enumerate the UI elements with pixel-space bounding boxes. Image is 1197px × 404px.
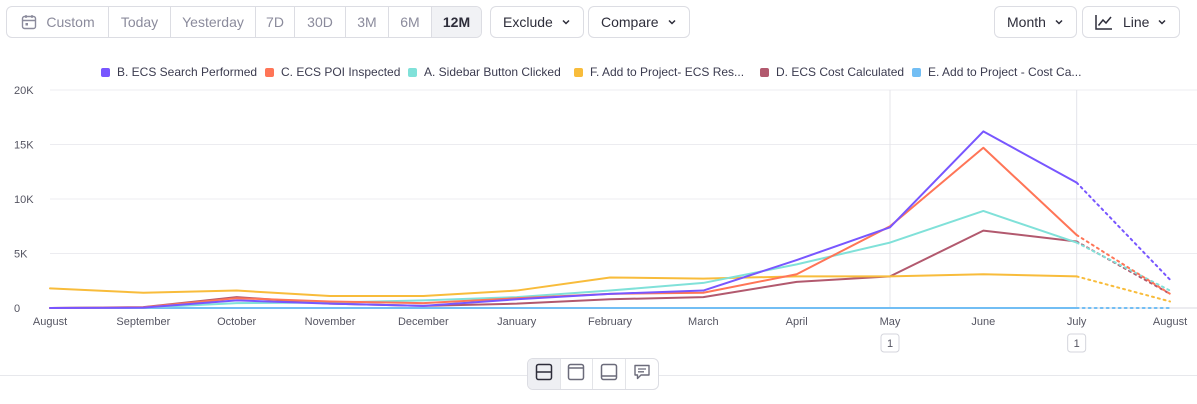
x-tick-label: September	[116, 316, 170, 328]
date-range-label: 12M	[442, 14, 471, 30]
x-tick-label: April	[786, 316, 808, 328]
series-line-incomplete	[1075, 275, 1171, 303]
y-tick-label: 15K	[14, 140, 34, 152]
date-range-yesterday[interactable]: Yesterday	[171, 7, 256, 37]
chart-type-dropdown[interactable]: Line	[1082, 6, 1181, 38]
legend-label: D. ECS Cost Calculated	[776, 65, 905, 79]
series-line	[49, 130, 1078, 309]
y-tick-label: 0	[14, 303, 20, 315]
x-tick-label: November	[305, 316, 356, 328]
annotation-badge-label: 1	[1074, 338, 1080, 350]
x-tick-label: March	[688, 316, 719, 328]
legend-item[interactable]: C. ECS POI Inspected	[265, 64, 400, 80]
x-tick-label: December	[398, 316, 449, 328]
exclude-button[interactable]: Exclude	[490, 6, 584, 38]
compare-label: Compare	[601, 14, 659, 30]
date-range-label: 7D	[266, 14, 284, 30]
legend-item[interactable]: D. ECS Cost Calculated	[760, 64, 904, 80]
x-tick-label: August	[1153, 316, 1187, 328]
y-tick-label: 10K	[14, 194, 34, 206]
legend-item[interactable]: F. Add to Project- ECS Res...	[574, 64, 744, 80]
legend-swatch	[101, 67, 110, 77]
legend-swatch	[760, 67, 769, 77]
exclude-label: Exclude	[503, 14, 553, 30]
date-range-custom[interactable]: Custom	[7, 7, 109, 37]
legend-label: F. Add to Project- ECS Res...	[590, 65, 745, 79]
legend-swatch	[265, 67, 274, 77]
series-line-incomplete	[1075, 241, 1171, 292]
legend-item[interactable]: E. Add to Project - Cost Ca...	[912, 64, 1081, 80]
toolbar: Custom Today Yesterday 7D 30D 3M 6M 12M …	[6, 6, 1191, 38]
chart-only-icon	[567, 363, 585, 386]
annotation-badge-box	[880, 333, 900, 353]
date-range-label: 30D	[307, 14, 333, 30]
x-tick-label: June	[971, 316, 995, 328]
date-range-6m[interactable]: 6M	[389, 7, 432, 37]
compare-button[interactable]: Compare	[588, 6, 690, 38]
date-range-7d[interactable]: 7D	[256, 7, 295, 37]
date-range-label: Today	[120, 14, 159, 30]
series-line	[49, 273, 1078, 298]
chart-type-label: Line	[1123, 14, 1150, 30]
legend-item[interactable]: A. Sidebar Button Clicked	[408, 64, 561, 80]
view-chart-and-table[interactable]	[528, 359, 561, 389]
legend-item[interactable]: B. ECS Search Performed	[101, 64, 257, 80]
date-range-label: 3M	[357, 14, 377, 30]
calendar-icon	[20, 13, 38, 31]
comment-icon	[633, 363, 651, 386]
view-table-only[interactable]	[593, 359, 626, 389]
legend-swatch	[408, 67, 417, 77]
view-switcher	[527, 358, 659, 390]
x-tick-label: May	[880, 316, 901, 328]
annotation-badge-box	[1067, 333, 1087, 353]
annotation-badge[interactable]: 1	[880, 333, 900, 353]
line-chart-icon	[1095, 14, 1113, 30]
x-tick-label: July	[1067, 316, 1087, 328]
date-range-30d[interactable]: 30D	[295, 7, 346, 37]
date-range-12m[interactable]: 12M	[432, 7, 481, 37]
view-comments[interactable]	[626, 359, 658, 389]
series-line-incomplete	[1075, 233, 1171, 295]
x-tick-label: October	[217, 316, 256, 328]
annotation-badge[interactable]: 1	[1067, 333, 1087, 353]
legend-swatch	[912, 67, 921, 77]
interval-dropdown[interactable]: Month	[994, 6, 1077, 38]
legend-swatch	[574, 67, 583, 77]
series-line	[49, 209, 1078, 309]
series-line-incomplete	[1075, 240, 1171, 295]
date-range-selector: Custom Today Yesterday 7D 30D 3M 6M 12M	[6, 6, 482, 38]
y-tick-label: 20K	[14, 85, 34, 97]
x-tick-label: August	[33, 316, 67, 328]
chart-legend: B. ECS Search Performed C. ECS POI Inspe…	[0, 64, 1197, 80]
legend-label: A. Sidebar Button Clicked	[424, 65, 561, 79]
legend-label: E. Add to Project - Cost Ca...	[928, 65, 1082, 79]
x-tick-label: February	[588, 316, 633, 328]
chevron-down-icon	[667, 17, 677, 27]
x-tick-label: January	[497, 316, 537, 328]
interval-label: Month	[1007, 14, 1046, 30]
chevron-down-icon	[561, 17, 571, 27]
series-line-incomplete	[1075, 181, 1171, 281]
date-range-today[interactable]: Today	[109, 7, 171, 37]
table-only-icon	[600, 363, 618, 386]
chart-and-table-icon	[535, 363, 553, 386]
date-range-3m[interactable]: 3M	[346, 7, 389, 37]
date-range-label: Yesterday	[182, 14, 244, 30]
legend-label: C. ECS POI Inspected	[281, 65, 401, 79]
annotation-badge-label: 1	[887, 338, 893, 350]
line-chart: 0 5K 10K 15K 20K August September October Novem…	[14, 85, 1197, 353]
view-chart-only[interactable]	[561, 359, 593, 389]
legend-label: B. ECS Search Performed	[117, 65, 258, 79]
date-range-label: Custom	[46, 14, 95, 30]
chevron-down-icon	[1054, 17, 1064, 27]
date-range-label: 6M	[400, 14, 420, 30]
y-tick-label: 5K	[14, 249, 28, 261]
chevron-down-icon	[1157, 17, 1167, 27]
